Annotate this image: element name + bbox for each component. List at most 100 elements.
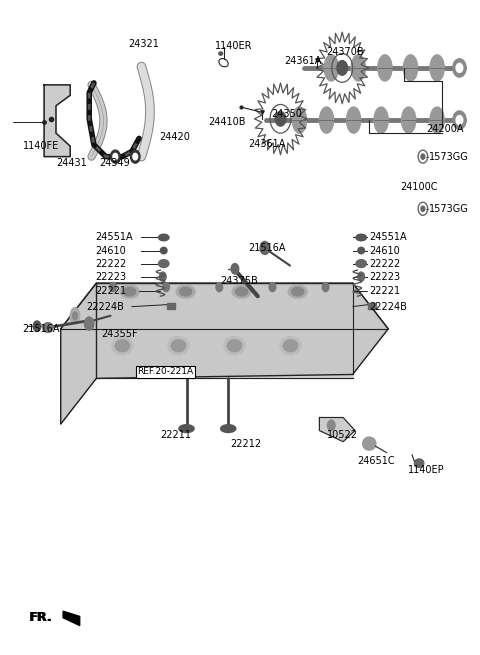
Bar	[167, 303, 175, 309]
Text: 24370B: 24370B	[327, 47, 364, 57]
Circle shape	[421, 154, 425, 159]
Circle shape	[421, 206, 425, 212]
Text: 1573GG: 1573GG	[429, 151, 468, 162]
Text: 22221: 22221	[96, 286, 127, 296]
Circle shape	[216, 282, 223, 291]
Ellipse shape	[158, 234, 169, 241]
Ellipse shape	[347, 107, 360, 133]
Text: 10522: 10522	[327, 430, 358, 440]
Text: 24355F: 24355F	[101, 329, 137, 339]
Ellipse shape	[72, 312, 77, 320]
Text: 21516A: 21516A	[249, 243, 286, 253]
Circle shape	[275, 111, 286, 126]
Ellipse shape	[228, 340, 241, 352]
Ellipse shape	[224, 337, 245, 355]
Ellipse shape	[324, 55, 338, 81]
Ellipse shape	[374, 107, 388, 133]
Ellipse shape	[291, 288, 304, 296]
Text: 1140EP: 1140EP	[408, 464, 444, 475]
Bar	[368, 303, 376, 309]
Text: 1140ER: 1140ER	[215, 41, 253, 50]
Circle shape	[159, 272, 166, 281]
Text: 22224B: 22224B	[369, 302, 407, 312]
Ellipse shape	[168, 337, 189, 355]
Circle shape	[113, 153, 118, 160]
Text: 24375B: 24375B	[220, 276, 258, 286]
Text: 1573GG: 1573GG	[429, 204, 468, 214]
Circle shape	[337, 61, 348, 75]
Ellipse shape	[283, 340, 298, 352]
Ellipse shape	[430, 55, 444, 81]
Circle shape	[133, 153, 138, 160]
Circle shape	[131, 150, 140, 163]
Ellipse shape	[221, 424, 236, 432]
Polygon shape	[96, 283, 353, 379]
Ellipse shape	[362, 437, 376, 450]
Circle shape	[84, 317, 94, 330]
Ellipse shape	[120, 285, 139, 298]
Ellipse shape	[70, 308, 80, 324]
Text: 24651C: 24651C	[358, 456, 395, 466]
Ellipse shape	[319, 107, 334, 133]
Circle shape	[453, 59, 466, 77]
Ellipse shape	[115, 340, 130, 352]
Ellipse shape	[356, 259, 366, 267]
Circle shape	[453, 111, 466, 129]
Ellipse shape	[430, 107, 444, 133]
Text: FR.: FR.	[30, 611, 53, 624]
Polygon shape	[61, 283, 96, 424]
Ellipse shape	[356, 234, 366, 241]
Ellipse shape	[219, 52, 223, 55]
Text: 24350: 24350	[271, 109, 301, 119]
Text: 22211: 22211	[161, 430, 192, 440]
Polygon shape	[44, 85, 70, 157]
Polygon shape	[63, 611, 80, 626]
Ellipse shape	[414, 459, 424, 468]
Text: 24431: 24431	[56, 158, 87, 168]
Ellipse shape	[176, 285, 195, 298]
Text: 22223: 22223	[369, 272, 400, 282]
Text: REF.20-221A: REF.20-221A	[137, 367, 193, 377]
Ellipse shape	[351, 55, 365, 81]
Text: 22223: 22223	[96, 272, 127, 282]
Text: 1140FE: 1140FE	[23, 141, 59, 151]
Text: 22224B: 22224B	[86, 302, 124, 312]
Text: 22222: 22222	[96, 259, 127, 269]
Ellipse shape	[358, 248, 364, 253]
Circle shape	[456, 115, 463, 124]
Ellipse shape	[378, 55, 392, 81]
Circle shape	[163, 282, 169, 291]
Ellipse shape	[171, 340, 186, 352]
Circle shape	[231, 263, 239, 274]
Text: 24410B: 24410B	[208, 117, 246, 127]
Circle shape	[456, 64, 463, 73]
Text: 24321: 24321	[128, 39, 159, 48]
Text: 24610: 24610	[369, 246, 400, 255]
Text: 24551A: 24551A	[369, 233, 407, 242]
Text: 22222: 22222	[369, 259, 400, 269]
Text: 24200A: 24200A	[426, 124, 464, 134]
Circle shape	[109, 282, 116, 291]
Ellipse shape	[232, 285, 251, 298]
Polygon shape	[61, 283, 388, 424]
Text: 22221: 22221	[369, 286, 400, 296]
Ellipse shape	[123, 288, 136, 296]
Circle shape	[269, 282, 276, 291]
Ellipse shape	[280, 337, 301, 355]
Circle shape	[322, 282, 329, 291]
Ellipse shape	[112, 337, 133, 355]
Ellipse shape	[160, 248, 167, 253]
Circle shape	[33, 321, 41, 331]
Ellipse shape	[403, 55, 418, 81]
Ellipse shape	[288, 285, 307, 298]
Text: 24610: 24610	[96, 246, 126, 255]
Ellipse shape	[179, 424, 194, 432]
Text: 24551A: 24551A	[96, 233, 133, 242]
Text: 24100C: 24100C	[400, 182, 438, 193]
Text: 24361A: 24361A	[284, 56, 322, 66]
Text: FR.: FR.	[29, 611, 52, 624]
Ellipse shape	[43, 323, 53, 332]
Text: 24349: 24349	[99, 158, 130, 168]
Ellipse shape	[158, 259, 169, 267]
Ellipse shape	[402, 107, 416, 133]
